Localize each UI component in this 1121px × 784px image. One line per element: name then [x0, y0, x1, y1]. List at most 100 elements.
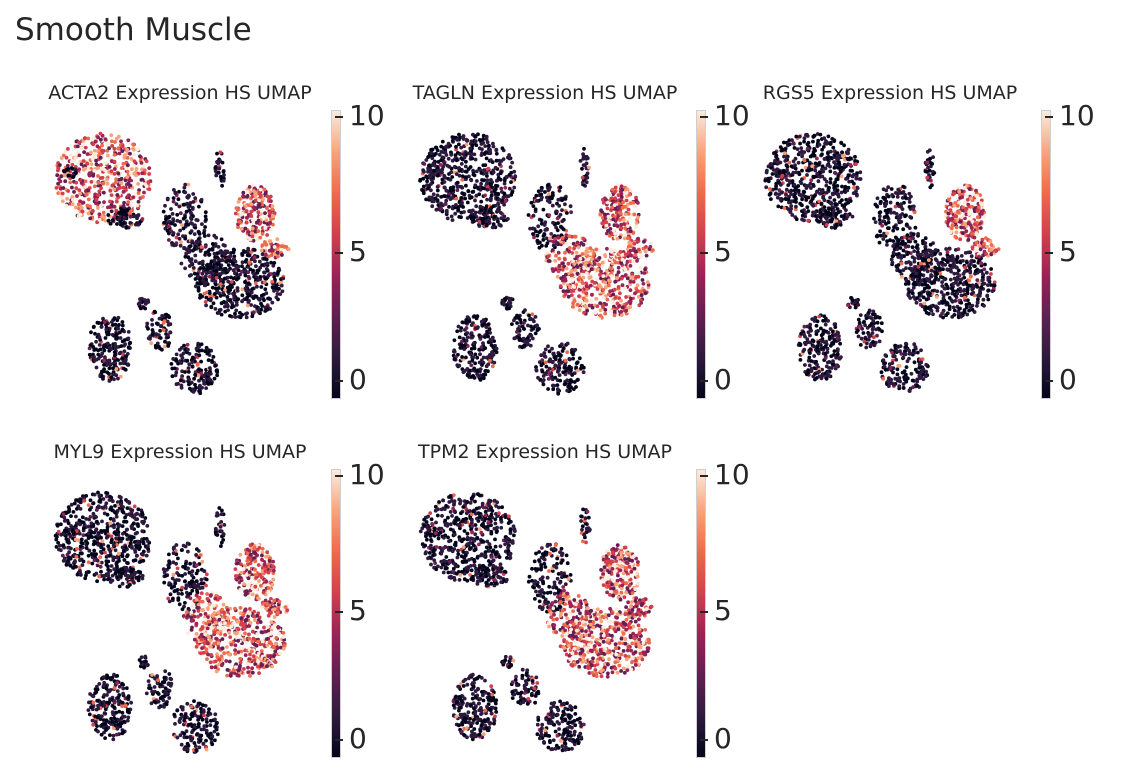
cell-point [439, 201, 443, 206]
cell-point [180, 223, 184, 227]
cell-point [179, 240, 183, 245]
cell-cluster [259, 237, 291, 260]
cell-point [613, 279, 618, 284]
cell-point [215, 261, 220, 266]
cell-point [642, 271, 647, 275]
cell-point [276, 254, 280, 259]
cell-point [460, 191, 465, 195]
cell-point [240, 269, 244, 274]
cell-point [227, 287, 231, 292]
cell-point [254, 264, 258, 268]
cell-point [476, 325, 480, 330]
cell-point [491, 144, 496, 149]
cell-point [92, 348, 97, 352]
cell-point [212, 258, 217, 263]
cell-point [637, 247, 641, 252]
cell-point [455, 188, 460, 193]
cell-point [450, 175, 455, 179]
cell-point [200, 271, 205, 276]
cell-point [64, 203, 69, 208]
cell-point [976, 205, 981, 209]
cell-point [613, 185, 618, 190]
cell-point [579, 366, 584, 370]
cell-point [569, 379, 574, 384]
cell-point [832, 188, 837, 192]
cell-point [459, 345, 464, 350]
cell-point [125, 208, 130, 212]
cell-point [609, 274, 614, 278]
cell-cluster [233, 183, 277, 243]
cell-point [269, 227, 273, 232]
cell-point [487, 327, 492, 332]
cell-point [99, 137, 103, 142]
cell-point [824, 179, 829, 184]
cell-point [470, 358, 475, 363]
cell-cluster [526, 182, 573, 254]
cell-point [99, 163, 103, 167]
cell-point [278, 292, 283, 296]
cell-point [93, 331, 97, 336]
cell-point [478, 378, 483, 382]
cell-point [60, 191, 65, 196]
cell-point [628, 288, 633, 292]
cell-point [485, 178, 490, 182]
cell-point [452, 164, 457, 169]
cell-point [105, 341, 110, 346]
cell-point [624, 309, 628, 313]
cell-point [568, 204, 573, 209]
cell-point [258, 187, 263, 192]
cell-point [555, 274, 560, 279]
cell-point [485, 184, 490, 189]
cell-point [435, 148, 440, 153]
tick-text: 10 [714, 99, 750, 132]
cell-point [256, 229, 261, 233]
cell-point [839, 190, 844, 195]
cell-point [266, 296, 271, 301]
cell-point [769, 165, 773, 170]
cell-point [234, 308, 239, 313]
cell-point [628, 229, 633, 234]
cell-point [99, 186, 103, 190]
cell-point [590, 305, 595, 310]
cell-point [532, 235, 536, 240]
cell-point [590, 292, 594, 297]
cell-point [196, 274, 201, 279]
cell-point [276, 271, 280, 276]
cell-point [240, 287, 245, 292]
cell-point [276, 243, 280, 248]
cell-point [480, 322, 485, 327]
cell-point [490, 364, 495, 369]
cell-point [131, 142, 136, 147]
cell-point [854, 162, 858, 166]
cell-point [561, 370, 566, 375]
cell-point [428, 174, 433, 179]
cell-point [535, 324, 539, 329]
cell-point [452, 357, 457, 362]
cell-point [214, 275, 219, 280]
cell-point [223, 243, 227, 248]
cell-point [573, 234, 578, 239]
cell-point [425, 179, 429, 184]
cell-point [560, 198, 564, 203]
cell-point [79, 162, 84, 167]
cell-point [557, 358, 562, 362]
cell-point [451, 185, 456, 190]
cell-point [97, 200, 101, 205]
cell-point [465, 315, 470, 320]
cell-point [763, 178, 768, 183]
cell-point [815, 156, 819, 161]
cell-point [226, 279, 231, 284]
cell-point [231, 268, 236, 273]
cell-point [281, 276, 286, 281]
cell-point [577, 276, 582, 280]
cell-point [195, 363, 200, 367]
cell-point [581, 242, 586, 247]
cell-point [76, 214, 81, 218]
cell-point [196, 288, 201, 293]
cell-point [203, 210, 208, 215]
cell-point [439, 158, 443, 163]
cell-point [421, 184, 426, 189]
cell-point [873, 220, 878, 224]
cell-point [835, 207, 840, 211]
cell-point [816, 162, 821, 166]
